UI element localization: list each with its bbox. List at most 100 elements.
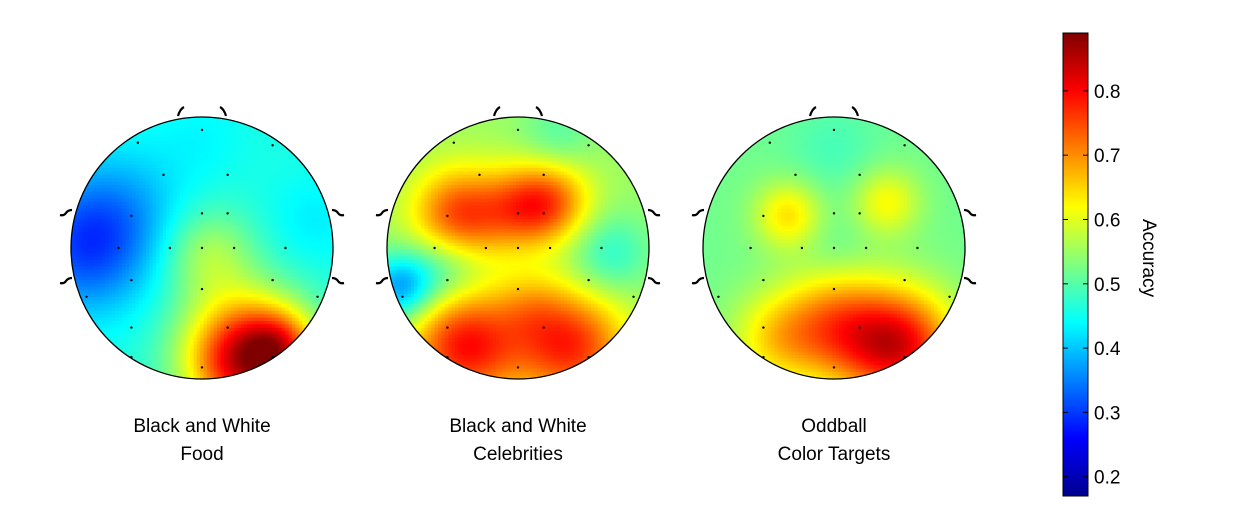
electrode-dot	[316, 295, 319, 298]
electrode-dot	[130, 326, 133, 329]
electrode-dot	[446, 214, 449, 218]
electrode-dot	[446, 326, 449, 329]
electrode-dot	[548, 246, 552, 250]
electrode-dot	[162, 173, 165, 177]
ear-mark-left-2	[375, 276, 389, 285]
electrode-dot	[864, 246, 868, 250]
colorbar-tick-label: 0.6	[1094, 210, 1120, 231]
electrode-dot	[478, 173, 481, 177]
colorbar-tick-label: 0.3	[1094, 403, 1120, 424]
topo-field-1	[71, 117, 333, 379]
electrode-dot	[130, 278, 133, 282]
electrode-dot	[903, 355, 906, 359]
electrode-dot	[200, 246, 204, 250]
colorbar-tick-label: 0.8	[1094, 82, 1120, 103]
ear-mark-left-1	[59, 208, 73, 217]
electrode-dot	[587, 144, 590, 147]
panel-caption-line-2: Color Targets	[778, 444, 891, 465]
nose-mark-left	[176, 106, 185, 117]
topo-panel-3: Oddball Color Targets	[691, 106, 977, 465]
electrode-dot	[446, 278, 449, 282]
electrode-dot	[516, 212, 520, 215]
electrode-dot	[136, 141, 140, 144]
electrode-dot	[858, 326, 861, 329]
electrode-dot	[542, 212, 545, 215]
colorbar-gradient	[1062, 32, 1089, 497]
electrode-dot	[200, 128, 204, 132]
electrode-dot	[632, 295, 635, 298]
panel-caption-line-1: Black and White	[449, 416, 586, 437]
ear-mark-right-1	[647, 208, 661, 217]
electrode-dot	[542, 326, 545, 329]
electrode-dot	[200, 212, 204, 215]
electrode-dot	[226, 173, 229, 177]
panel-caption-line-2: Food	[180, 444, 223, 465]
electrode-dot	[226, 326, 229, 329]
electrode-dot	[271, 278, 274, 282]
ear-mark-left-1	[375, 208, 389, 217]
electrode-dot	[832, 287, 836, 291]
electrode-dot	[433, 246, 436, 250]
colorbar-ticks: 0.2 0.3 0.4 0.5 0.6 0.7 0.8	[1063, 82, 1121, 489]
electrode-dot	[271, 144, 274, 147]
electrode-dot	[832, 246, 836, 250]
electrode-dot	[794, 173, 797, 177]
electrode-dot	[271, 355, 274, 359]
electrode-dot	[762, 326, 765, 329]
head-outline	[702, 116, 966, 380]
electrode-dot	[452, 141, 456, 144]
electrode-dot	[516, 287, 520, 291]
electrode-dot	[232, 246, 236, 250]
panel-caption-line-1: Oddball	[801, 416, 867, 437]
electrode-dot	[832, 366, 836, 369]
colorbar-tick-label: 0.4	[1094, 339, 1121, 360]
colorbar-tick-label: 0.7	[1094, 146, 1120, 167]
electrode-dot	[832, 212, 836, 215]
electrode-dot	[832, 128, 836, 132]
electrode-dot	[749, 246, 752, 250]
electrode-dot	[516, 246, 520, 250]
electrode-dot	[762, 355, 765, 359]
panel-caption-line-1: Black and White	[133, 416, 270, 437]
nose-mark-left	[492, 106, 501, 117]
electrode-dot	[284, 246, 287, 250]
electrode-dot	[200, 366, 204, 369]
electrode-dot	[948, 295, 951, 298]
electrode-dot	[401, 295, 404, 298]
nose-mark-right	[851, 106, 860, 117]
electrode-dot	[130, 355, 133, 359]
electrode-dot	[542, 173, 545, 177]
head-outline	[70, 116, 334, 380]
ear-mark-right-2	[963, 276, 977, 285]
colorbar: 0.2 0.3 0.4 0.5 0.6 0.7 0.8 Accuracy	[1062, 32, 1159, 497]
electrode-dot	[587, 278, 590, 282]
colorbar-tick-label: 0.5	[1094, 275, 1120, 296]
ear-mark-left-1	[691, 208, 705, 217]
nose-mark-right	[219, 106, 228, 117]
electrode-dot	[516, 366, 520, 369]
electrode-dot	[226, 212, 229, 215]
ear-mark-left-2	[691, 276, 705, 285]
electrode-dot	[600, 246, 603, 250]
head-outline	[386, 116, 650, 380]
electrode-dot	[516, 128, 520, 132]
electrode-dot	[117, 246, 120, 250]
nose-mark-right	[535, 106, 544, 117]
electrode-dot	[168, 246, 172, 250]
electrode-dot	[762, 278, 765, 282]
electrode-dot	[903, 144, 906, 147]
electrode-dot	[768, 141, 772, 144]
topo-panel-2: Black and White Celebrities	[375, 106, 661, 465]
ear-mark-right-1	[331, 208, 345, 217]
colorbar-label: Accuracy	[1138, 219, 1159, 298]
ear-mark-right-1	[963, 208, 977, 217]
electrode-dot	[587, 355, 590, 359]
electrode-dot	[484, 246, 488, 250]
electrode-dot	[130, 214, 133, 218]
electrode-dot	[858, 212, 861, 215]
electrode-dot	[85, 295, 88, 298]
topo-panel-1: Black and White Food	[59, 106, 345, 465]
electrode-dot	[717, 295, 720, 298]
panel-caption-line-2: Celebrities	[473, 444, 563, 465]
